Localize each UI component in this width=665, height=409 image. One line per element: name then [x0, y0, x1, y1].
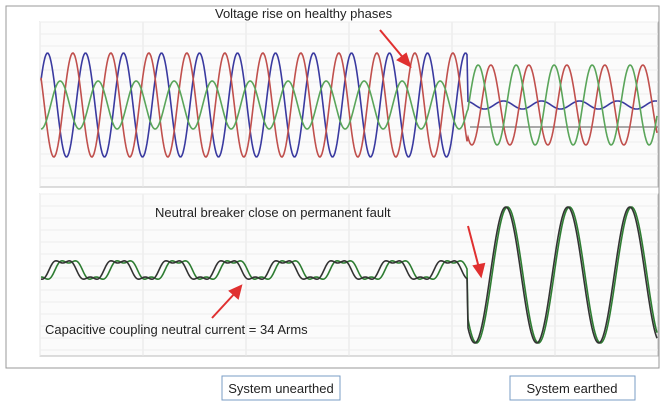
label-box	[221, 375, 341, 401]
footer-label: System unearthed	[228, 381, 334, 396]
phase-wave	[40, 52, 658, 158]
label-box	[509, 375, 636, 401]
neutral-current-wave	[40, 206, 658, 344]
annotation: Neutral breaker close on permanent fault	[155, 205, 391, 220]
footer-label: System earthed	[526, 381, 617, 396]
annotation: Capacitive coupling neutral current = 34…	[45, 322, 308, 337]
arrows	[211, 29, 486, 319]
annotation: Voltage rise on healthy phases	[215, 6, 393, 21]
neutral-current-wave	[40, 206, 658, 344]
waveforms	[40, 52, 658, 344]
phase-wave	[40, 52, 658, 158]
phase-wave	[40, 64, 658, 146]
